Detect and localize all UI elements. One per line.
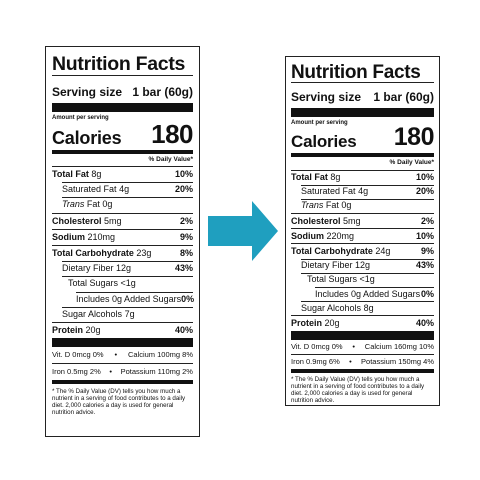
amount-per-serving: Amount per serving <box>52 114 109 121</box>
nutrient-row-sugar-alcohols: Sugar Alcohols 7g <box>52 306 193 322</box>
nutrient-row-sodium: Sodium 220mg 10% <box>291 228 434 243</box>
serving-size: Serving size 1 bar (60g) <box>291 91 434 103</box>
nutrient-row-total-sugars: Total Sugars <1g <box>291 272 434 287</box>
nutrient-row-saturated-fat: Saturated Fat 4g 20% <box>52 182 193 197</box>
calories-label: Calories <box>291 132 357 151</box>
nutrient-row-trans-fat: Trans Fat 0g <box>291 198 434 213</box>
amount-per-serving: Amount per serving <box>291 120 348 126</box>
calories-label: Calories <box>52 127 122 148</box>
nutrient-row-sugar-alcohols: Sugar Alcohols 8g <box>291 301 434 315</box>
nutrient-row-total-fat: Total Fat 8g 10% <box>52 166 193 182</box>
vitamin-row-1: Vit. D 0mcg 0% • Calcium 160mg 10% <box>291 341 434 351</box>
label-title: Nutrition Facts <box>291 62 421 83</box>
serving-size-label: Serving size <box>291 90 362 104</box>
nutrient-row-trans-fat: Trans Fat 0g <box>52 197 193 212</box>
serving-size-value: 1 bar (60g) <box>132 84 193 99</box>
nutrition-label-left: Nutrition Facts Serving size 1 bar (60g)… <box>45 46 200 437</box>
serving-size-label: Serving size <box>52 84 123 99</box>
arrow-right-icon <box>208 201 278 261</box>
nutrient-row-total-sugars: Total Sugars <1g <box>52 276 193 291</box>
calories-value: 180 <box>151 118 193 149</box>
nutrient-row-sodium: Sodium 210mg 9% <box>52 228 193 245</box>
footnote: * The % Daily Value (DV) tells you how m… <box>291 375 425 404</box>
nutrient-row-protein: Protein 20g 40% <box>52 321 193 338</box>
daily-value-header: % Daily Value* <box>389 159 434 166</box>
nutrition-label-right: Nutrition Facts Serving size 1 bar (60g)… <box>285 56 440 406</box>
nutrient-row-cholesterol: Cholesterol 5mg 2% <box>291 213 434 228</box>
nutrient-row-total-carbohydrate: Total Carbohydrate 23g 8% <box>52 244 193 261</box>
nutrient-row-added-sugars: Includes 0g Added Sugars 0% <box>291 287 434 301</box>
vitamin-row-2: Iron 0.9mg 6% • Potassium 150mg 4% <box>291 356 434 366</box>
nutrient-row-total-fat: Total Fat 8g 10% <box>291 169 434 185</box>
label-title: Nutrition Facts <box>52 53 186 75</box>
nutrient-row-dietary-fiber: Dietary Fiber 12g 43% <box>52 261 193 276</box>
serving-size: Serving size 1 bar (60g) <box>52 86 193 98</box>
nutrient-row-protein: Protein 20g 40% <box>291 315 434 330</box>
nutrient-row-saturated-fat: Saturated Fat 4g 20% <box>291 184 434 199</box>
vitamin-row-1: Vit. D 0mcg 0% • Calcium 100mg 8% <box>52 350 193 360</box>
calories-row: Calories 180 <box>52 118 193 149</box>
calories-value: 180 <box>393 123 435 151</box>
nutrient-row-total-carbohydrate: Total Carbohydrate 24g 9% <box>291 243 434 258</box>
nutrient-row-cholesterol: Cholesterol 5mg 2% <box>52 212 193 229</box>
calories-row: Calories 180 <box>291 123 435 151</box>
daily-value-header: % Daily Value* <box>148 155 193 163</box>
footnote: * The % Daily Value (DV) tells you how m… <box>52 388 186 417</box>
vitamin-row-2: Iron 0.5mg 2% • Potassium 110mg 2% <box>52 367 193 377</box>
nutrient-row-added-sugars: Includes 0g Added Sugars 0% <box>52 291 194 307</box>
nutrient-row-dietary-fiber: Dietary Fiber 12g 43% <box>291 258 434 273</box>
serving-size-value: 1 bar (60g) <box>373 90 434 104</box>
